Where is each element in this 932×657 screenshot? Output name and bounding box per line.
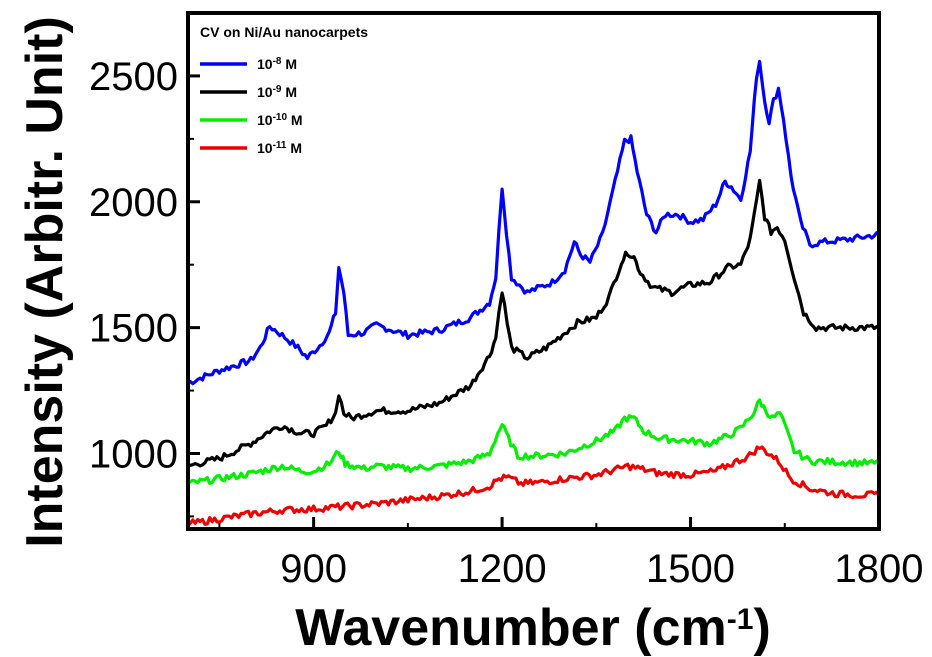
legend-label: 10-9 M (257, 84, 297, 101)
legend-label: 10-8 M (257, 56, 297, 73)
x-axis: 900 1200 1500 1800 (218, 517, 924, 591)
x-axis-title-sup: -1 (727, 603, 754, 636)
x-axis-title-main: Wavenumber (cm (295, 599, 727, 657)
plot-series-group (186, 59, 881, 527)
legend: CV on Ni/Au nanocarpets 10-8 M 10-9 M 10-1… (200, 24, 368, 156)
series-line-2 (187, 178, 880, 468)
legend-label: 10-11 M (257, 140, 302, 157)
x-tick-label: 900 (280, 547, 347, 591)
x-tick-label: 1800 (835, 547, 924, 591)
series-line-1 (187, 59, 880, 386)
y-axis: 1000 1500 2000 2500 (89, 55, 200, 518)
y-tick-label: 1500 (89, 307, 178, 351)
y-tick-label: 2500 (89, 55, 178, 99)
series-line-4 (186, 445, 881, 527)
plot-frame (186, 11, 881, 531)
x-tick-label: 1200 (458, 547, 547, 591)
y-axis-title: Intensity (Arbitr. Unit) (16, 16, 74, 548)
x-tick-label: 1500 (646, 547, 735, 591)
x-axis-title: Wavenumber (cm-1) (295, 599, 771, 657)
y-tick-label: 1000 (89, 432, 178, 476)
legend-title: CV on Ni/Au nanocarpets (200, 24, 368, 40)
series-line-3 (187, 398, 881, 485)
y-tick-label: 2000 (89, 181, 178, 225)
x-axis-title-close: ) (753, 599, 770, 657)
legend-label: 10-10 M (257, 112, 303, 129)
